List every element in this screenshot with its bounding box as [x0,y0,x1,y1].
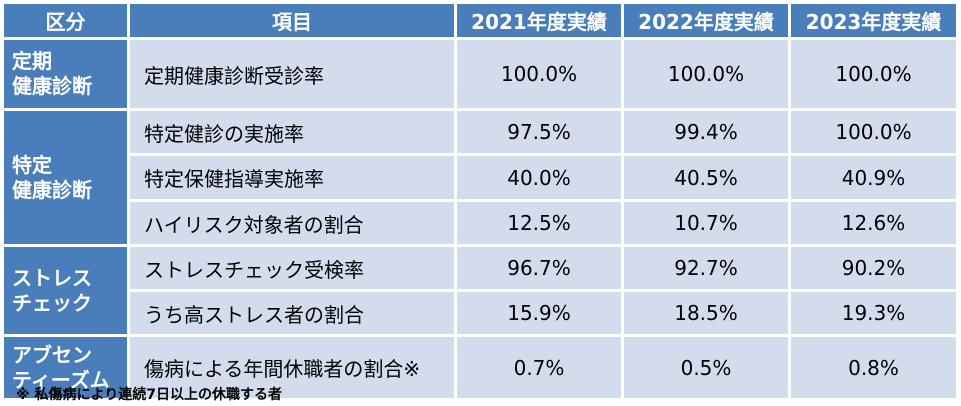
row-value-2022: 0.5% [624,337,791,401]
row-value-2022: 99.4% [624,111,791,156]
health-stats-table: 区分 項目 2021年度実績 2022年度実績 2023年度実績 定期 健康診断 … [4,4,956,401]
row-item: 特定保健指導実施率 [130,156,457,202]
footnote: ※ 私傷病により連続7日以上の休職する者 [16,387,282,403]
row-value-2021: 40.0% [457,156,624,202]
header-2022: 2022年度実績 [624,4,791,40]
header-item: 項目 [130,4,457,40]
row-value-2022: 10.7% [624,202,791,247]
row-item: うち高ストレス者の割合 [130,292,457,337]
row-value-2021: 15.9% [457,292,624,337]
header-2021: 2021年度実績 [457,4,624,40]
row-value-2021: 97.5% [457,111,624,156]
row-value-2023: 0.8% [791,337,956,401]
header-category: 区分 [4,4,130,40]
row-value-2022: 100.0% [624,40,791,111]
row-value-2021: 0.7% [457,337,624,401]
row-value-2023: 100.0% [791,111,956,156]
row-item: ハイリスク対象者の割合 [130,202,457,247]
row-value-2022: 18.5% [624,292,791,337]
category-regular-checkup: 定期 健康診断 [4,40,130,111]
category-specific-label: 特定 健康診断 [12,152,92,202]
row-value-2023: 19.3% [791,292,956,337]
row-value-2021: 12.5% [457,202,624,247]
row-item: ストレスチェック受検率 [130,247,457,292]
row-value-2023: 40.9% [791,156,956,202]
row-item: 特定健診の実施率 [130,111,457,156]
category-stress-label: ストレス チェック [12,265,92,315]
row-value-2022: 92.7% [624,247,791,292]
row-item: 傷病による年間休職者の割合※ [130,337,457,401]
row-value-2023: 90.2% [791,247,956,292]
category-absentee-label: アブセン ティーズム [12,342,110,392]
row-value-2021: 96.7% [457,247,624,292]
row-value-2021: 100.0% [457,40,624,111]
row-value-2023: 12.6% [791,202,956,247]
row-value-2022: 40.5% [624,156,791,202]
row-item: 定期健康診断受診率 [130,40,457,111]
category-regular-label: 定期 健康診断 [12,49,92,98]
category-absenteeism: アブセン ティーズム [4,337,130,401]
category-specific-checkup: 特定 健康診断 [4,111,130,247]
header-2023: 2023年度実績 [791,4,956,40]
category-stress-check: ストレス チェック [4,247,130,337]
row-value-2023: 100.0% [791,40,956,111]
